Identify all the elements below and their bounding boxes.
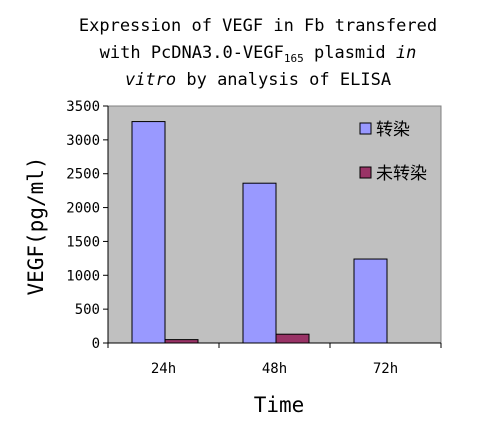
y-tick-label: 3000 [66, 133, 100, 149]
title-line-2-italic: in [396, 43, 416, 63]
x-axis: 24h 48h 72h [107, 342, 442, 377]
legend: 转染 未转染 [359, 120, 427, 184]
y-tick-label: 500 [75, 302, 100, 318]
title-line-2-suffix: plasmid [304, 43, 396, 63]
y-axis: 0 500 1000 1500 2000 2500 3000 3500 [66, 99, 109, 352]
title-line-2-subscript: 165 [284, 52, 304, 65]
bar-2-48h [275, 333, 310, 344]
svg-text:vitro by analysis of ELISA: vitro by analysis of ELISA [125, 70, 391, 90]
x-tick-label: 72h [373, 361, 398, 377]
bar-1-72h [353, 258, 388, 344]
y-tick-label: 2000 [66, 201, 100, 217]
bar-group [131, 121, 388, 344]
title-line-3-suffix: by analysis of ELISA [176, 70, 391, 90]
legend-swatch-series-2 [359, 166, 372, 179]
svg-text:with PcDNA3.0-VEGF165 plasmid: with PcDNA3.0-VEGF165 plasmid in [100, 43, 417, 65]
legend-label-series-1: 转染 [376, 120, 410, 140]
y-tick-label: 1500 [66, 234, 100, 250]
chart-title: Expression of VEGF in Fb transfered with… [79, 16, 437, 90]
x-tick-label: 48h [262, 361, 287, 377]
x-axis-title: Time [254, 393, 305, 417]
y-tick-label: 0 [92, 336, 100, 352]
title-line-3-italic: vitro [125, 70, 176, 90]
y-tick-label: 1000 [66, 268, 100, 284]
y-axis-title: VEGF(pg/ml) [24, 156, 48, 295]
bar-1-48h [242, 182, 277, 344]
legend-label-series-2: 未转染 [376, 164, 427, 184]
bar-1-24h [131, 121, 166, 344]
title-line-1: Expression of VEGF in Fb transfered [79, 16, 437, 36]
legend-swatch-series-1 [359, 122, 372, 135]
y-tick-label: 2500 [66, 167, 100, 183]
bar-2-24h [164, 339, 199, 344]
x-tick-label: 24h [151, 361, 176, 377]
y-tick-label: 3500 [66, 99, 100, 115]
title-line-2-prefix: with PcDNA3.0-VEGF [100, 43, 284, 63]
svg-text:Expression of VEGF in Fb trans: Expression of VEGF in Fb transfered [79, 16, 437, 36]
